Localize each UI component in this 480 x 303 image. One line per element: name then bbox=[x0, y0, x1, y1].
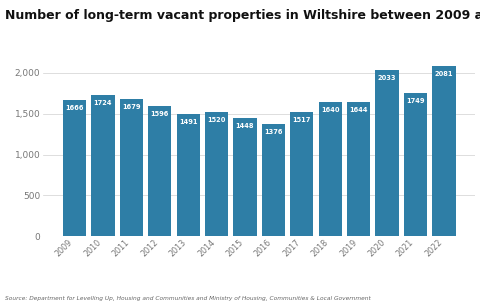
Bar bbox=[432, 66, 456, 236]
Text: Number of long-term vacant properties in Wiltshire between 2009 and 2022: Number of long-term vacant properties in… bbox=[5, 9, 480, 22]
Text: 1644: 1644 bbox=[349, 107, 368, 113]
Bar bbox=[120, 99, 143, 236]
Bar bbox=[319, 102, 342, 236]
Text: 1749: 1749 bbox=[406, 98, 425, 104]
Bar bbox=[148, 106, 171, 236]
Bar bbox=[347, 102, 370, 236]
Bar bbox=[262, 124, 285, 236]
Text: 1448: 1448 bbox=[236, 123, 254, 129]
Text: 1666: 1666 bbox=[65, 105, 84, 111]
Text: 1596: 1596 bbox=[151, 111, 169, 117]
Text: 1491: 1491 bbox=[179, 119, 197, 125]
Bar bbox=[233, 118, 257, 236]
Text: 1517: 1517 bbox=[293, 117, 311, 123]
Bar bbox=[177, 115, 200, 236]
Bar bbox=[290, 112, 313, 236]
Text: 1640: 1640 bbox=[321, 107, 339, 113]
Text: Source: Department for Levelling Up, Housing and Communities and Ministry of Hou: Source: Department for Levelling Up, Hou… bbox=[5, 296, 371, 301]
Bar bbox=[205, 112, 228, 236]
Text: 1724: 1724 bbox=[94, 100, 112, 106]
Text: 1376: 1376 bbox=[264, 129, 283, 135]
Text: 1520: 1520 bbox=[207, 117, 226, 123]
Text: 2033: 2033 bbox=[378, 75, 396, 81]
Bar bbox=[91, 95, 115, 236]
Bar bbox=[404, 93, 427, 236]
Text: 1679: 1679 bbox=[122, 104, 141, 110]
Text: 2081: 2081 bbox=[435, 71, 453, 77]
Bar bbox=[375, 70, 399, 236]
Bar bbox=[63, 100, 86, 236]
